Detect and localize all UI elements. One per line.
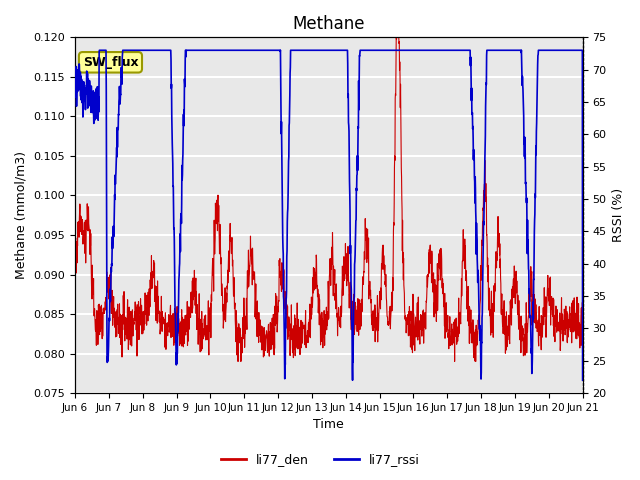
Y-axis label: RSSI (%): RSSI (%): [612, 188, 625, 242]
X-axis label: Time: Time: [314, 419, 344, 432]
Text: SW_flux: SW_flux: [83, 56, 138, 69]
Y-axis label: Methane (mmol/m3): Methane (mmol/m3): [15, 151, 28, 279]
Legend: li77_den, li77_rssi: li77_den, li77_rssi: [216, 448, 424, 471]
Title: Methane: Methane: [292, 15, 365, 33]
